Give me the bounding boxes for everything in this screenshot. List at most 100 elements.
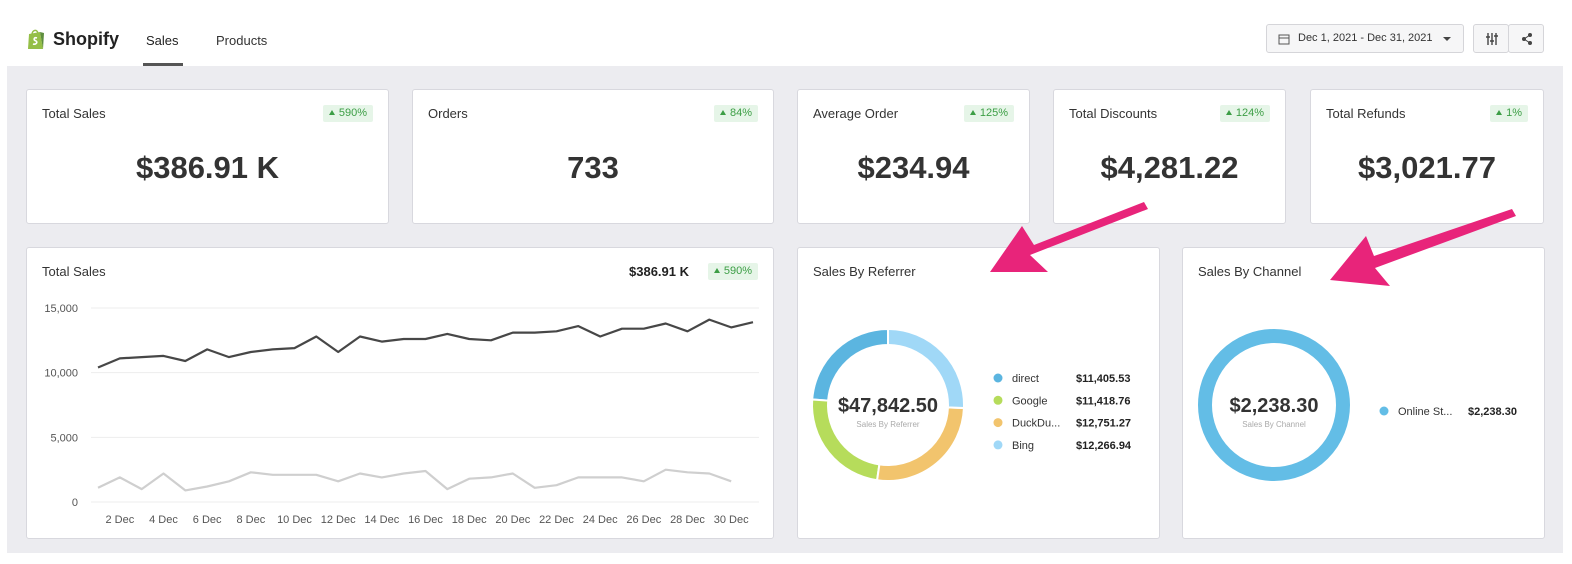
legend-label: direct [1012,373,1039,385]
donut-segment [811,327,889,402]
y-tick-label: 10,000 [44,368,78,380]
tab[interactable]: Sales [146,33,179,48]
donut-chart: direct $11,405.53 Google $11,418.76 DuckDu..… [811,327,1132,482]
caret [1443,37,1451,41]
kpi-card: Average Order 125% $234.94 [797,89,1030,224]
legend-label: DuckDu... [1012,418,1060,430]
legend-marker [1379,406,1389,416]
legend-marker [993,440,1003,450]
chart-card: Sales By Channel Online St... $2,238.30 $2… [1182,247,1545,539]
kpi-card: Orders 84% 733 [412,89,774,224]
date-range-button[interactable]: Dec 1, 2021 - Dec 31, 2021 [1266,24,1464,53]
date-range: Dec 1, 2021 - Dec 31, 2021 [1298,32,1433,44]
kpi-card: Total Sales 590% $386.91 K [26,89,389,224]
legend-value: $2,238.30 [1468,406,1517,418]
share-icon [1522,33,1532,45]
x-tick-label: 14 Dec [364,514,399,526]
up-arrow [328,110,335,115]
chart-card: Sales By Referrer direct $11,405.53 Google… [797,247,1160,539]
brand: Shopify [53,29,119,49]
kpi-value: $234.94 [857,150,970,185]
change-badge: 590% [707,263,758,280]
chart-title: Sales By Referrer [813,264,916,279]
chart-title: Total Sales [42,264,106,279]
x-tick-label: 24 Dec [583,514,618,526]
shopify-logo [28,29,44,49]
up-arrow [719,110,726,115]
donut-segment [875,406,965,482]
x-tick-label: 10 Dec [277,514,312,526]
change-value: 590% [338,107,367,119]
change-badge: 1% [1490,105,1528,122]
line-series [97,468,732,492]
kpi-card: Total Discounts 124% $4,281.22 [1053,89,1286,224]
change-badge: 590% [322,105,373,122]
y-tick-label: 0 [72,497,78,509]
kpi-title: Total Discounts [1069,106,1158,121]
line-chart: 0 5,000 10,000 15,000 2 Dec 4 Dec 6 Dec 8 Dec 10… [44,303,759,526]
settings-button[interactable] [1473,24,1509,53]
share-button[interactable] [1508,24,1544,53]
x-tick-label: 2 Dec [105,514,134,526]
legend-marker [993,373,1003,383]
legend-label: Bing [1012,440,1034,452]
kpi-value: $3,021.77 [1358,150,1496,185]
donut-segment [1198,329,1350,481]
kpi-title: Total Refunds [1326,106,1406,121]
up-arrow [1496,110,1503,115]
tab-indicator [143,63,183,66]
change-value: 590% [723,265,752,277]
line-series [97,318,754,369]
donut-segment [887,327,965,410]
chart-total: $386.91 K [629,264,689,279]
legend-value: $11,418.76 [1076,395,1130,407]
change-value: 84% [729,107,752,119]
calendar-icon [1278,34,1290,45]
up-arrow [969,110,976,115]
donut-total: $47,842.50 [838,395,938,417]
kpi-title: Orders [428,106,468,121]
x-tick-label: 4 Dec [149,514,178,526]
legend-marker [993,418,1003,428]
kpi-value: $386.91 K [135,150,280,185]
legend-label: Online St... [1398,406,1452,418]
legend-value: $12,751.27 [1076,418,1131,430]
tab[interactable]: Products [216,33,268,48]
sliders-icon [1486,33,1498,45]
legend-label: Google [1012,395,1047,407]
legend-marker [993,395,1003,405]
change-badge: 124% [1219,105,1270,122]
x-tick-label: 22 Dec [539,514,574,526]
y-tick-label: 15,000 [44,303,78,315]
kpi-card: Total Refunds 1% $3,021.77 [1310,89,1544,224]
x-tick-label: 26 Dec [626,514,661,526]
kpi-value: 733 [567,150,619,185]
up-arrow [1225,110,1232,115]
donut-total: $2,238.30 [1230,395,1319,417]
change-value: 125% [979,107,1008,119]
x-tick-label: 16 Dec [408,514,443,526]
kpi-title: Total Sales [42,106,106,121]
legend-value: $12,266.94 [1076,440,1132,452]
x-tick-label: 28 Dec [670,514,705,526]
kpi-value: $4,281.22 [1100,150,1239,185]
y-tick-label: 5,000 [50,432,78,444]
chart-card: Total Sales $386.91 K 590% 0 5,000 10,000 1… [26,247,774,539]
chart-title: Sales By Channel [1198,264,1302,279]
change-badge: 84% [713,105,758,122]
kpi-title: Average Order [813,106,899,121]
x-tick-label: 6 Dec [193,514,222,526]
change-value: 124% [1235,107,1264,119]
donut-total-label: Sales By Channel [1242,420,1306,429]
x-tick-label: 18 Dec [452,514,487,526]
legend-value: $11,405.53 [1076,373,1130,385]
donut-total-label: Sales By Referrer [856,420,919,429]
x-tick-label: 30 Dec [714,514,749,526]
x-tick-label: 12 Dec [321,514,356,526]
x-tick-label: 20 Dec [495,514,530,526]
x-tick-label: 8 Dec [236,514,265,526]
donut-chart: Online St... $2,238.30 $2,238.30 Sales By C… [1198,329,1517,481]
change-value: 1% [1506,107,1522,119]
change-badge: 125% [963,105,1014,122]
